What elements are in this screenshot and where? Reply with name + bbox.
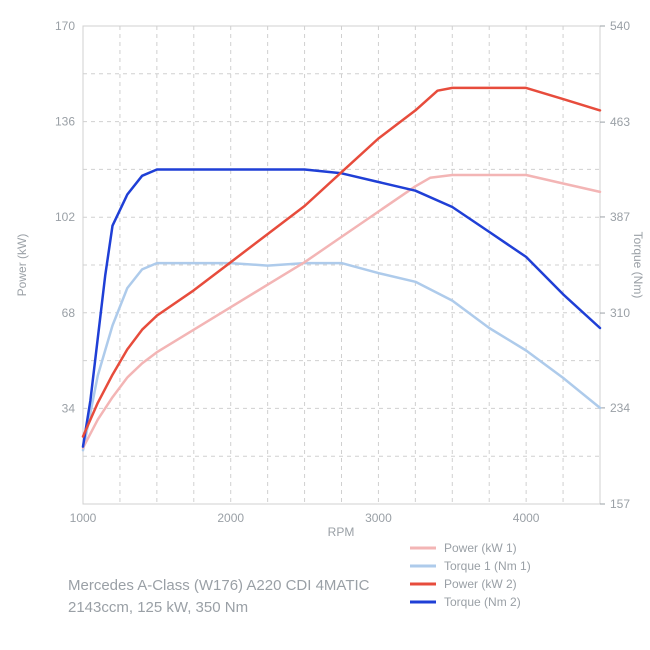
y-left-tick: 136: [55, 115, 75, 129]
y-right-tick: 310: [610, 306, 630, 320]
y-right-tick: 234: [610, 401, 630, 415]
legend-label-torque2: Torque (Nm 2): [444, 595, 521, 609]
x-tick: 2000: [217, 511, 244, 525]
grid: [83, 26, 600, 504]
legend-label-power1: Power (kW 1): [444, 541, 517, 555]
y-left-tick: 102: [55, 210, 75, 224]
legend: Power (kW 1) Torque 1 (Nm 1) Power (kW 2) T…: [410, 541, 531, 609]
subtitle-line-1: Mercedes A-Class (W176) A220 CDI 4MATIC: [68, 577, 370, 594]
dyno-chart: 1000 2000 3000 4000 34 68 102 136 170 157 234 310 38…: [0, 0, 650, 650]
y-right-tick: 387: [610, 210, 630, 224]
y-right-tick: 463: [610, 115, 630, 129]
y-left-tick: 68: [62, 306, 76, 320]
y-axis-right-label: Torque (Nm): [631, 232, 645, 299]
x-axis-label: RPM: [328, 525, 355, 539]
x-tick: 3000: [365, 511, 392, 525]
y-right-tick: 157: [610, 497, 630, 511]
y-left-tick: 170: [55, 19, 75, 33]
legend-label-power2: Power (kW 2): [444, 577, 517, 591]
y-right-tick: 540: [610, 19, 630, 33]
x-tick: 1000: [70, 511, 97, 525]
subtitle-line-2: 2143ccm, 125 kW, 350 Nm: [68, 599, 248, 616]
series-power1: [83, 175, 600, 448]
y-left-tick: 34: [62, 401, 76, 415]
y-axis-left-label: Power (kW): [15, 234, 29, 297]
x-tick: 4000: [513, 511, 540, 525]
legend-label-torque1: Torque 1 (Nm 1): [444, 559, 531, 573]
